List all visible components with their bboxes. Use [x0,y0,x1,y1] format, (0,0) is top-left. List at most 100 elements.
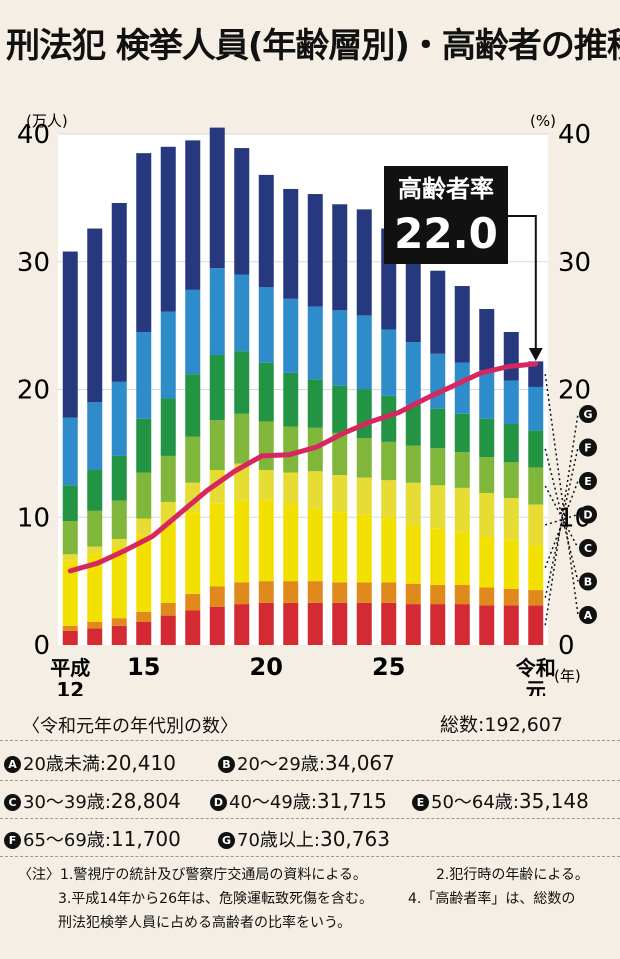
bar-segment [381,517,397,583]
bar-segment [454,584,470,605]
badge-c-icon: C [4,794,21,811]
bar-segment [136,535,152,612]
y-tick-label-right: 20 [558,376,591,406]
bar-segment [430,528,446,585]
bar-segment [307,602,323,645]
legend-item-c: C 30〜39歳:28,804 [4,788,181,814]
chart-title: 刑法犯 検挙人員(年齢層別)・高齢者の推移 [6,26,620,66]
legend-marker-label: F [584,442,592,455]
bar-segment [209,503,225,587]
legend-leader-line [544,447,579,598]
bar-segment [111,381,127,456]
bar-segment [258,469,274,501]
y-tick-label-left: 20 [17,376,50,406]
y-tick-label-left: 0 [33,631,50,661]
bar-segment [160,615,176,645]
legend-marker-label: B [584,576,592,589]
bar-segment [503,498,519,541]
divider [0,856,620,857]
bar-segment [503,540,519,589]
y-tick-label-left: 40 [17,120,50,150]
legend-leader-line [545,513,579,526]
bar-segment [258,500,274,582]
legend-marker-label: E [584,475,592,488]
bar-segment [381,395,397,442]
bar-segment [185,610,201,645]
bar-segment [454,531,470,585]
bar-segment [111,547,127,619]
bar-segment [234,604,250,645]
x-tick-label: 25 [372,653,405,681]
bar-segment [283,372,299,427]
bar-segment [209,606,225,645]
bar-segment [430,270,446,354]
bar-segment [332,512,348,583]
bar-segment [136,332,152,419]
badge-e-icon: E [412,794,429,811]
bar-segment [209,355,225,421]
bar-segment [87,469,103,511]
bar-segment [430,408,446,449]
bar-segment [160,311,176,399]
bar-segment [307,306,323,380]
bar-segment [332,385,348,433]
bar-segment [356,602,372,645]
legend-marker-b-icon [579,572,597,591]
x-tick-label: 15 [127,653,160,681]
bar-segment [234,582,250,605]
divider [0,780,620,781]
note-3: 3.平成14年から26年は、危険運転致死傷を含む。 [58,891,373,907]
bar-segment [62,560,78,626]
bar-segment [283,426,299,473]
callout-arrow-head [528,347,543,361]
bar-segment [160,455,176,502]
bar-segment [136,418,152,473]
bar-segment [185,140,201,290]
callout-box [384,166,508,264]
bar-segment [503,332,519,381]
bar-segment [234,148,250,275]
bar-segment [405,342,421,405]
bar-segment [503,462,519,499]
bar-segment [136,153,152,333]
bar-segment [381,480,397,518]
badge-g-icon: G [218,832,235,849]
bar-segment [209,127,225,269]
bar-segment [356,315,372,390]
bar-segment [160,146,176,312]
legend-marker-label: D [583,509,592,522]
divider [0,818,620,819]
bar-segment [283,581,299,603]
bar-segment [528,430,544,468]
bar-segment [479,492,495,537]
legend-marker-d-icon [579,505,597,524]
bar-segment [185,436,201,483]
note-4a: 4.「高齢者率」は、総数の [408,891,576,907]
y-tick-label-left: 10 [17,503,50,533]
note-2: 2.犯行時の年齢による。 [436,867,589,883]
bar-segment [381,441,397,481]
bar-segment [356,209,372,316]
y-tick-label-right: 0 [558,631,575,661]
legend-marker-label: A [584,609,593,622]
bar-segment [258,581,274,603]
bar-segment [136,611,152,623]
bar-segment [62,485,78,522]
callout-value: 22.0 [394,209,498,258]
badge-a-icon: A [4,756,21,773]
bar-segment [479,370,495,419]
bar-segment [381,602,397,645]
bar-segment [430,448,446,486]
bar-segment [528,605,544,645]
x-tick-label: 20 [250,653,283,681]
bar-segment [332,310,348,386]
callout-arrow-line [508,215,537,350]
legend-marker-label: C [584,542,592,555]
bar-segment [405,583,421,605]
bar-segment [503,588,519,606]
bar-segment [528,386,544,431]
bar-segment [479,605,495,645]
bar-segment [258,602,274,645]
legend-marker-g-icon [579,405,597,423]
bar-segment [479,587,495,606]
